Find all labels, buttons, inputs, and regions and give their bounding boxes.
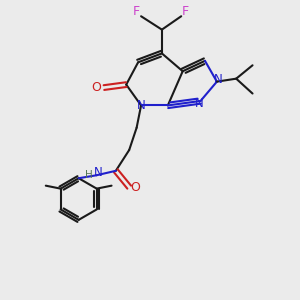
Text: H: H — [85, 170, 92, 180]
Text: N: N — [195, 97, 203, 110]
Text: N: N — [137, 99, 146, 112]
Text: O: O — [92, 81, 101, 94]
Text: F: F — [133, 5, 140, 18]
Text: N: N — [214, 73, 223, 86]
Text: N: N — [94, 167, 102, 179]
Text: O: O — [130, 181, 140, 194]
Text: F: F — [182, 5, 189, 18]
